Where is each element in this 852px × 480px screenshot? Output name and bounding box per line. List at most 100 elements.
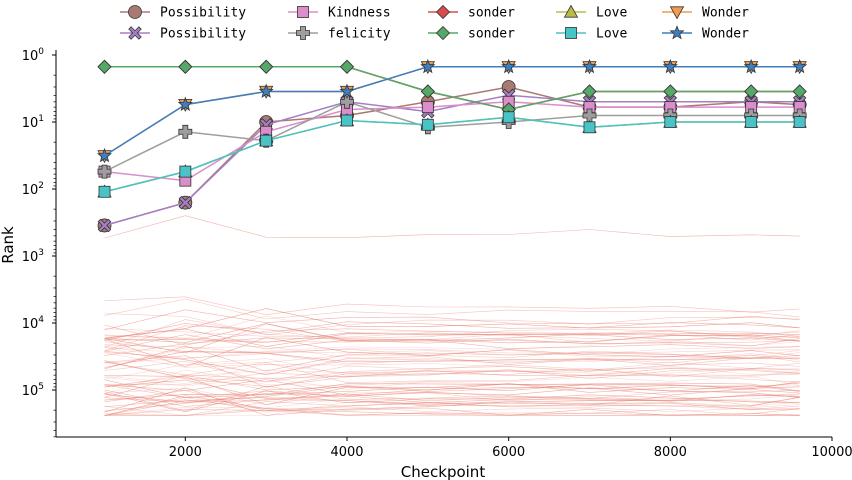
background-line <box>104 345 800 372</box>
data-point <box>97 59 112 74</box>
legend-label: Possibility <box>160 27 246 42</box>
data-point <box>97 218 112 233</box>
background-line <box>104 362 800 379</box>
background-line <box>104 309 800 331</box>
y-tick-label: 102 <box>22 181 44 198</box>
series-line <box>104 66 800 111</box>
data-point <box>96 147 113 163</box>
y-tick-label: 103 <box>22 248 44 265</box>
y-tick-label: 100 <box>22 47 45 64</box>
x-tick-label: 4000 <box>330 445 363 460</box>
y-tick-label: 101 <box>22 114 44 131</box>
legend-marker <box>435 4 451 20</box>
background-line <box>104 324 800 346</box>
legend-label: Wonder <box>702 6 749 21</box>
background-line <box>104 363 800 384</box>
x-ticks: 2000 4000 6000 8000 10000 <box>169 437 852 460</box>
legend-marker <box>565 27 577 39</box>
background-line <box>104 215 800 239</box>
legend-item: felicity <box>288 26 391 42</box>
data-point <box>340 94 354 109</box>
data-point <box>792 58 808 74</box>
series-line <box>104 116 800 193</box>
background-line <box>104 376 800 390</box>
background-line <box>104 401 800 416</box>
background-line <box>104 379 800 399</box>
background-line <box>104 308 800 339</box>
legend-marker <box>669 6 685 20</box>
background-line <box>104 313 800 336</box>
background-line <box>104 387 800 406</box>
background-line <box>104 345 800 369</box>
legend-label: Love <box>596 6 627 21</box>
legend-item: Possibility <box>120 26 246 42</box>
legend-marker <box>669 25 685 40</box>
data-point <box>177 96 193 112</box>
legend-label: Kindness <box>328 6 391 21</box>
background-line <box>104 323 800 344</box>
legend-item: sonder <box>428 4 515 21</box>
y-tick-label: 104 <box>22 315 45 332</box>
series-line <box>104 66 800 157</box>
x-tick-label: 10000 <box>811 445 852 460</box>
background-line <box>104 389 800 407</box>
legend-marker <box>563 4 579 18</box>
background-line <box>104 369 800 395</box>
data-point <box>178 124 193 139</box>
series-line <box>104 86 800 227</box>
background-line <box>104 361 800 383</box>
series-line <box>104 66 800 111</box>
series-line <box>104 94 800 227</box>
background-line <box>104 392 800 412</box>
series-line <box>104 100 800 173</box>
data-point <box>502 111 515 124</box>
data-point <box>745 116 758 128</box>
legend-item: Kindness <box>288 6 391 21</box>
legend-marker <box>296 26 310 40</box>
background-line <box>104 358 800 380</box>
background-line <box>104 319 800 348</box>
legend-label: Love <box>596 27 627 42</box>
data-point <box>663 84 678 99</box>
data-point <box>662 58 678 74</box>
legend-marker <box>128 26 142 40</box>
legend-marker <box>435 25 451 41</box>
series-line <box>104 66 800 157</box>
x-tick-label: 8000 <box>654 445 687 460</box>
data-point <box>258 83 274 98</box>
data-point <box>421 118 434 131</box>
series-0 <box>97 80 807 233</box>
background-line <box>104 355 800 388</box>
background-line <box>104 321 800 341</box>
legend-item: Wonder <box>662 25 749 42</box>
data-point <box>792 84 807 99</box>
series-line <box>104 101 800 182</box>
background-line <box>104 408 800 416</box>
x-axis-title: Checkpoint <box>401 463 486 480</box>
series-layer <box>96 58 808 233</box>
data-point <box>260 134 273 147</box>
data-point <box>179 165 192 178</box>
series-7 <box>98 111 806 198</box>
data-point <box>97 164 112 179</box>
background-line <box>104 352 800 372</box>
legend-label: Possibility <box>160 6 246 21</box>
legend-label: felicity <box>328 27 391 42</box>
legend-marker <box>128 5 142 19</box>
legend-label: Wonder <box>702 27 749 42</box>
legend-label: sonder <box>468 27 515 42</box>
background-line <box>104 379 800 399</box>
legend-item: sonder <box>428 25 515 42</box>
y-tick-label: 105 <box>22 382 44 399</box>
data-point <box>178 195 193 210</box>
background-line <box>104 360 800 387</box>
legend: Possibility Possibility Kindness felicity… <box>120 4 749 42</box>
data-point <box>501 58 517 74</box>
data-point <box>420 58 436 74</box>
legend-item: Love <box>556 4 627 21</box>
background-line <box>104 337 800 367</box>
series-1 <box>97 88 807 233</box>
data-point <box>339 83 355 98</box>
background-line <box>104 368 800 387</box>
